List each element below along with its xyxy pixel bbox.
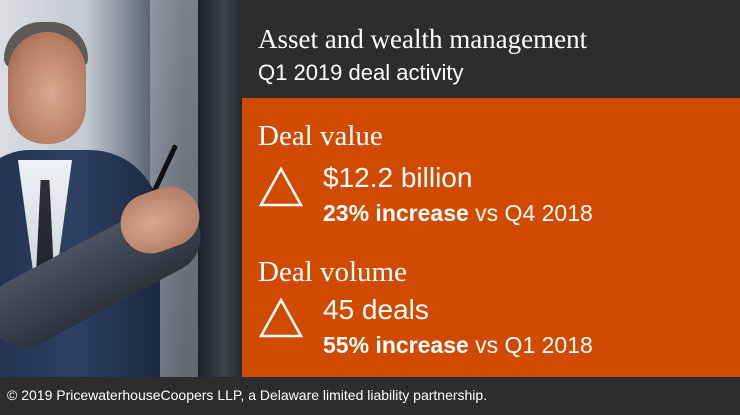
page-subtitle: Q1 2019 deal activity [258, 60, 464, 85]
deal-value-change: 23% increase vs Q4 2018 [323, 200, 593, 227]
page-title: Asset and wealth management [258, 24, 588, 54]
deal-volume-label: Deal volume [258, 256, 407, 288]
deal-volume-change-period: vs Q1 2018 [468, 332, 593, 358]
deal-value-label: Deal value [258, 120, 383, 152]
deal-volume-change: 55% increase vs Q1 2018 [323, 332, 593, 359]
deal-volume-count: 45 deals [323, 294, 429, 325]
deal-value-change-percent: 23% increase [323, 200, 469, 226]
deal-value-change-period: vs Q4 2018 [468, 200, 593, 226]
triangle-up-icon [258, 166, 304, 207]
triangle-up-icon [258, 297, 304, 338]
deal-value-amount: $12.2 billion [323, 162, 473, 193]
slide-footer: © 2019 PricewaterhouseCoopers LLP, a Del… [0, 377, 740, 415]
deal-volume-change-percent: 55% increase [323, 332, 469, 358]
deal-stats-panel: Deal value $12.2 billion 23% increase vs… [242, 98, 740, 377]
slide-header: Asset and wealth management Q1 2019 deal… [242, 0, 740, 98]
person-face [8, 32, 86, 144]
business-photo [0, 0, 242, 377]
copyright-notice: © 2019 PricewaterhouseCoopers LLP, a Del… [7, 387, 488, 403]
window-frame [198, 0, 242, 377]
